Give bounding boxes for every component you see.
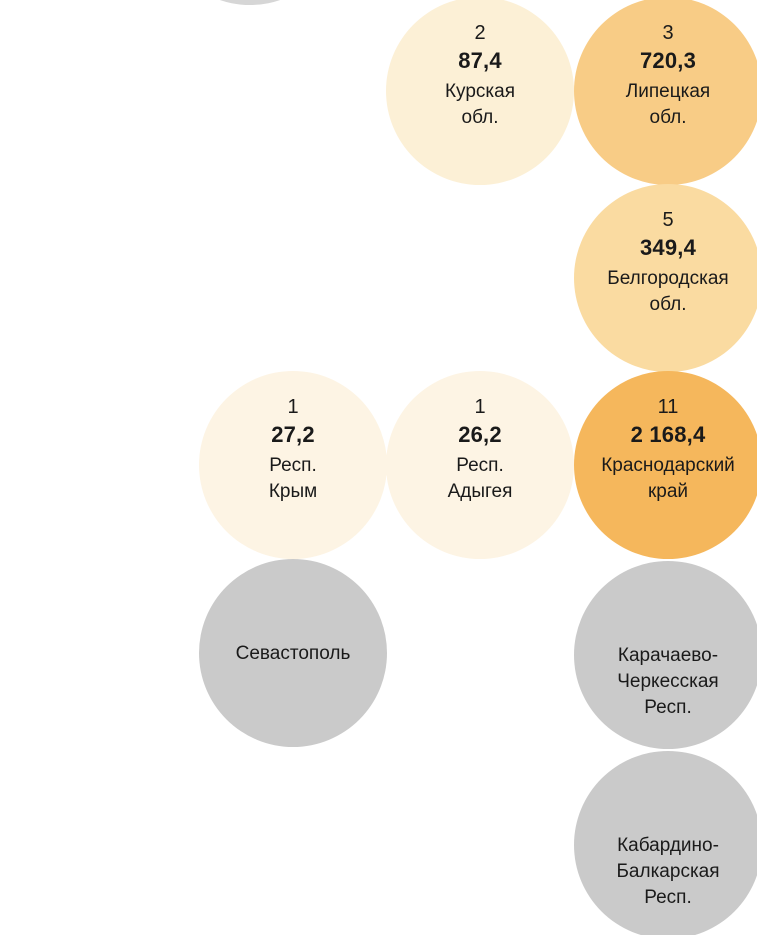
region-stats: 1 26,2 <box>386 394 574 449</box>
region-stats: 5 349,4 <box>574 207 757 262</box>
region-count: 2 <box>474 22 486 44</box>
region-bubble-karachaevo-cherkesskaya-resp[interactable]: Карачаево- Черкесская Респ. <box>574 561 757 749</box>
region-count: 11 <box>657 396 679 418</box>
region-label: Севастополь <box>235 643 351 664</box>
region-stats: 2 87,4 <box>386 20 574 75</box>
region-count: 3 <box>662 22 674 44</box>
region-value: 87,4 <box>458 48 502 73</box>
region-bubble-krasnodarskiy-kray[interactable]: 11 2 168,4 Краснодарский край <box>574 371 757 559</box>
region-value: 349,4 <box>639 235 697 260</box>
region-count: 1 <box>474 396 486 418</box>
region-value: 27,2 <box>271 422 315 447</box>
region-label: Кабардино- Балкарская Респ. <box>616 835 720 908</box>
region-label: Карачаево- Черкесская Респ. <box>617 645 719 718</box>
region-bubble-kabardino-balkarskaya-resp[interactable]: Кабардино- Балкарская Респ. <box>574 751 757 935</box>
region-label: Краснодарский край <box>601 455 735 502</box>
region-bubble-lipetskaya-obl[interactable]: 3 720,3 Липецкая обл. <box>574 0 757 185</box>
region-label: Курская обл. <box>444 81 515 128</box>
region-stats: 3 720,3 <box>574 20 757 75</box>
region-label: Респ. Крым <box>268 455 318 502</box>
region-count: 1 <box>287 396 299 418</box>
region-count: 5 <box>662 209 674 231</box>
region-stats: 11 2 168,4 <box>574 394 757 449</box>
region-label: Белгородская обл. <box>607 268 729 315</box>
region-value: 720,3 <box>639 48 697 73</box>
region-bubble-belgorodskaya-obl[interactable]: 5 349,4 Белгородская обл. <box>574 184 757 372</box>
region-bubble-kurskaya-obl[interactable]: 2 87,4 Курская обл. <box>386 0 574 185</box>
region-value: 2 168,4 <box>630 422 706 447</box>
region-bubble-sevastopol[interactable]: Севастополь <box>199 559 387 747</box>
region-stats: 1 27,2 <box>199 394 387 449</box>
region-bubble-resp-krym[interactable]: 1 27,2 Респ. Крым <box>199 371 387 559</box>
region-bubble-unknown-top <box>156 0 344 5</box>
region-label: Респ. Адыгея <box>447 455 513 502</box>
region-value: 26,2 <box>458 422 502 447</box>
region-label: Липецкая обл. <box>625 81 711 128</box>
region-bubble-resp-adygeya[interactable]: 1 26,2 Респ. Адыгея <box>386 371 574 559</box>
